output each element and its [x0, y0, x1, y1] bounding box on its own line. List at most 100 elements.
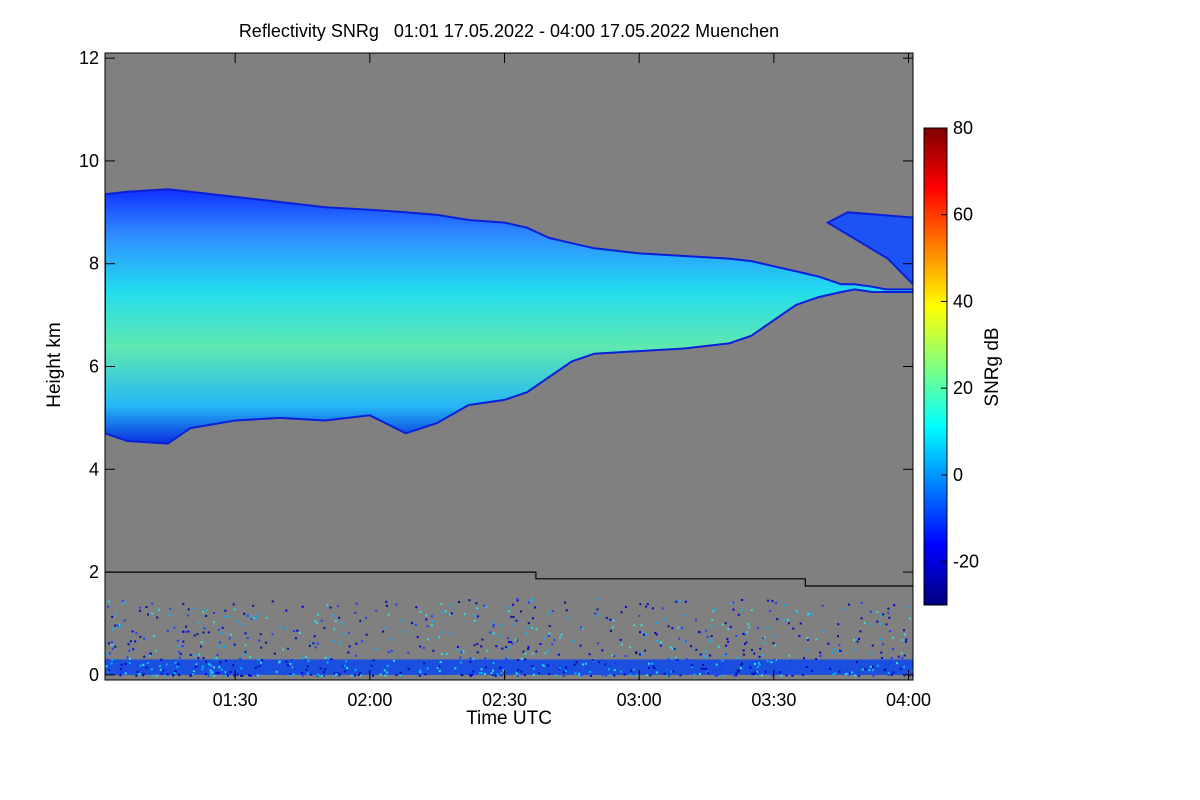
clutter-point — [426, 625, 429, 628]
clutter-point — [544, 636, 547, 639]
ground-clutter — [105, 597, 913, 677]
clutter-point — [501, 647, 504, 650]
clutter-point — [121, 599, 124, 602]
clutter-point — [855, 661, 858, 664]
clutter-point — [619, 638, 622, 641]
clutter-point — [839, 649, 841, 652]
clutter-point — [675, 600, 678, 603]
clutter-point — [572, 640, 575, 643]
clutter-point — [480, 668, 483, 671]
clutter-point — [129, 640, 132, 643]
clutter-point — [740, 667, 742, 670]
clutter-point — [520, 670, 523, 673]
clutter-point — [247, 674, 250, 677]
clutter-point — [110, 644, 113, 647]
clutter-point — [259, 633, 262, 636]
clutter-point — [751, 672, 754, 675]
clutter-point — [345, 660, 348, 663]
clutter-point — [132, 648, 135, 651]
clutter-point — [106, 658, 109, 661]
clutter-point — [213, 666, 215, 669]
clutter-point — [882, 613, 885, 616]
clutter-point — [510, 615, 513, 618]
clutter-point — [715, 663, 718, 666]
clutter-point — [117, 626, 120, 629]
clutter-point — [562, 671, 565, 674]
x-tick-label: 04:00 — [886, 690, 931, 710]
clutter-point — [246, 614, 249, 617]
clutter-point — [448, 613, 451, 616]
clutter-point — [559, 636, 562, 639]
clutter-point — [903, 674, 906, 677]
clutter-point — [505, 646, 508, 649]
clutter-point — [182, 602, 185, 605]
clutter-point — [307, 659, 310, 662]
clutter-point — [286, 664, 289, 667]
clutter-point — [213, 612, 215, 614]
clutter-point — [460, 674, 463, 677]
clutter-point — [741, 609, 744, 612]
clutter-point — [621, 643, 623, 646]
clutter-point — [242, 623, 245, 626]
clutter-point — [108, 600, 110, 603]
clutter-point — [244, 650, 247, 653]
clutter-point — [476, 651, 479, 654]
clutter-point — [184, 630, 187, 633]
clutter-point — [198, 621, 200, 624]
clutter-point — [903, 629, 905, 632]
clutter-point — [478, 672, 481, 675]
clutter-point — [520, 657, 523, 660]
clutter-point — [663, 618, 666, 621]
clutter-point — [386, 671, 389, 674]
clutter-point — [252, 617, 255, 619]
clutter-point — [526, 626, 529, 629]
clutter-point — [548, 635, 550, 637]
clutter-point — [485, 649, 488, 652]
clutter-point — [208, 674, 211, 677]
clutter-point — [699, 631, 702, 634]
clutter-point — [484, 673, 486, 675]
clutter-point — [496, 673, 499, 676]
clutter-point — [424, 673, 427, 676]
clutter-point — [375, 609, 378, 612]
clutter-point — [799, 622, 802, 625]
clutter-point — [680, 627, 683, 630]
clutter-point — [210, 672, 213, 675]
y-tick-label: 4 — [89, 459, 99, 479]
clutter-point — [128, 662, 131, 665]
clutter-point — [145, 666, 148, 669]
clutter-point — [888, 663, 891, 666]
clutter-point — [677, 626, 680, 629]
clutter-point — [387, 670, 390, 673]
clutter-point — [463, 613, 466, 616]
clutter-point — [711, 619, 714, 622]
clutter-point — [507, 606, 510, 609]
clutter-point — [742, 649, 745, 652]
clutter-point — [591, 659, 594, 662]
clutter-point — [523, 674, 526, 677]
clutter-point — [185, 625, 188, 628]
clutter-point — [889, 661, 892, 664]
clutter-point — [864, 668, 867, 671]
clutter-point — [341, 622, 344, 625]
colorbar-tick-label: 0 — [953, 465, 963, 485]
clutter-point — [624, 606, 627, 608]
clutter-point — [303, 658, 306, 661]
clutter-point — [645, 605, 648, 608]
clutter-point — [326, 604, 328, 607]
clutter-point — [296, 629, 299, 632]
clutter-point — [231, 666, 234, 669]
clutter-point — [562, 674, 565, 677]
clutter-point — [847, 673, 850, 676]
clutter-point — [666, 670, 669, 673]
clutter-point — [314, 620, 317, 623]
clutter-point — [879, 623, 881, 625]
clutter-point — [477, 615, 479, 618]
clutter-point — [399, 674, 402, 676]
clutter-point — [354, 668, 357, 671]
clutter-point — [887, 672, 890, 675]
clutter-point — [495, 645, 498, 648]
clutter-point — [481, 638, 484, 641]
clutter-point — [721, 666, 724, 669]
clutter-point — [501, 660, 504, 663]
